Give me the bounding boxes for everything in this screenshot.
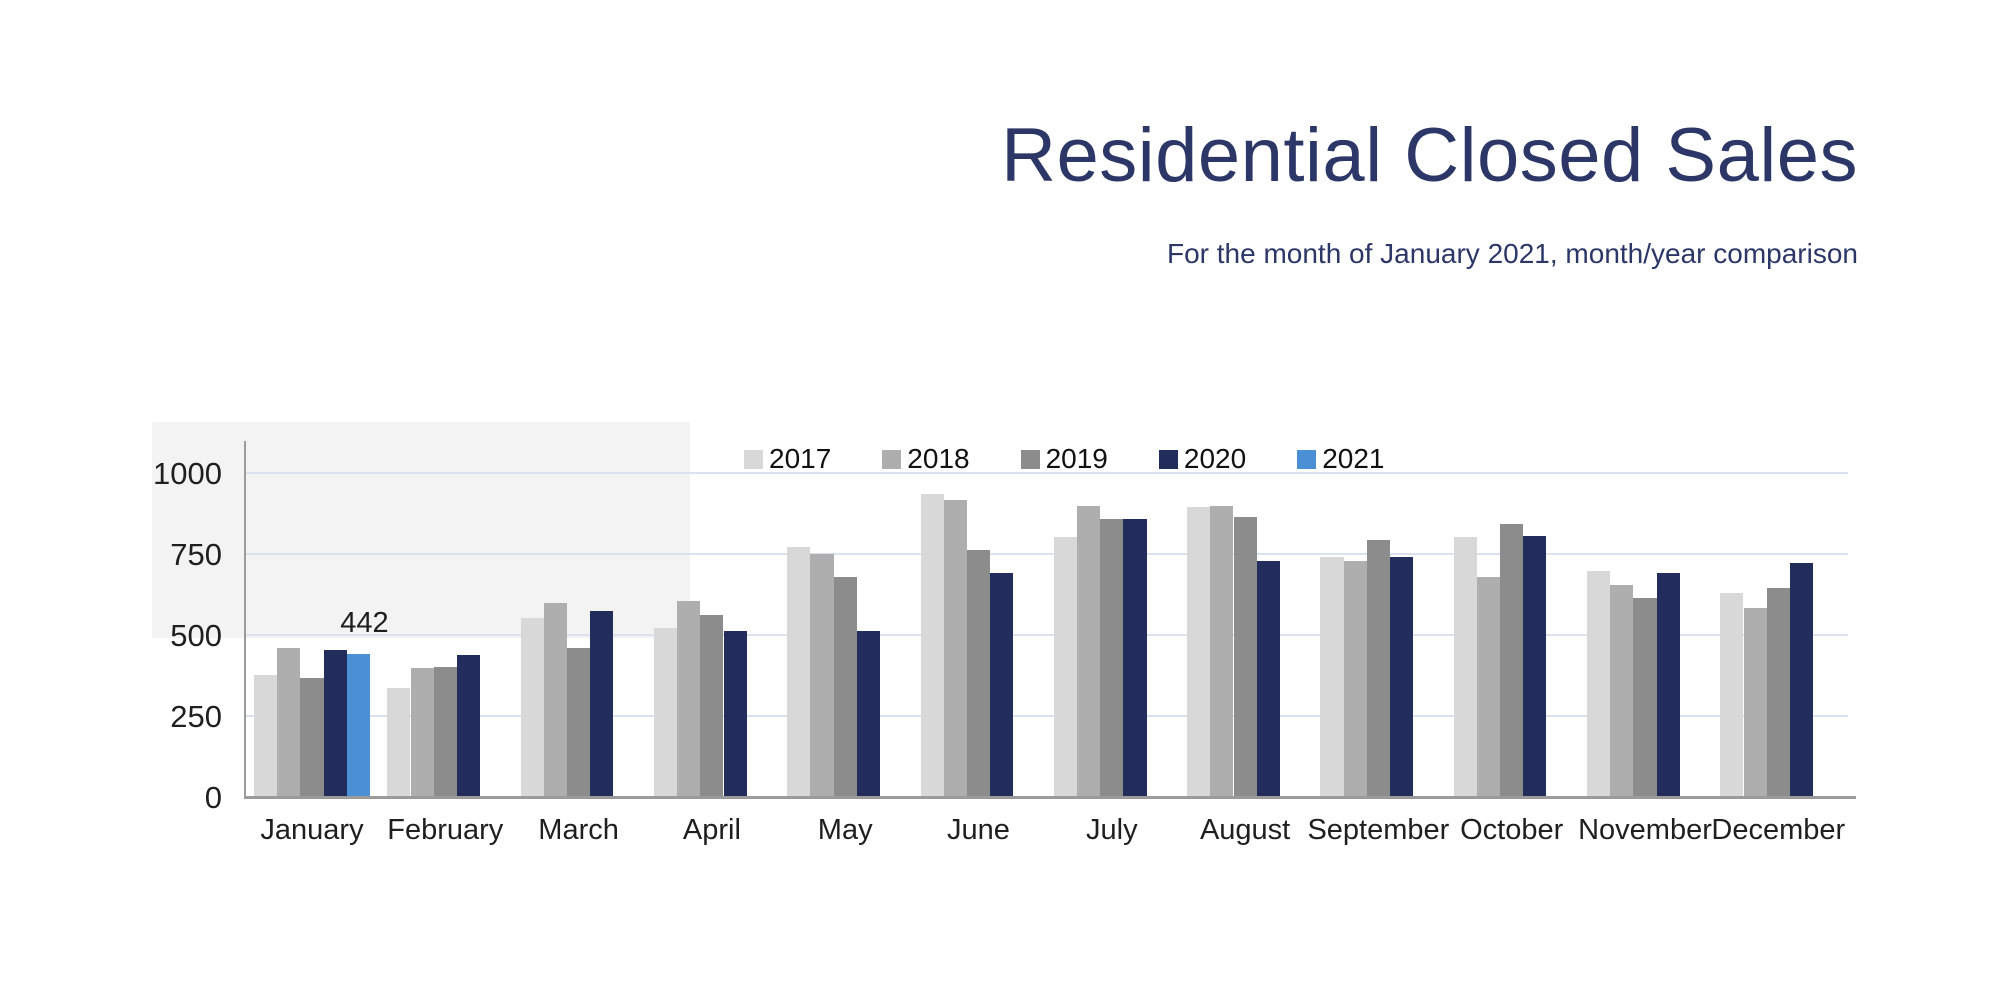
y-tick-1000: 1000 — [153, 455, 222, 491]
bar-2019-may — [833, 577, 857, 797]
x-tick-may: May — [817, 814, 873, 846]
x-tick-january: January — [260, 814, 364, 846]
bar-2019-september — [1366, 540, 1390, 797]
y-tick-250: 250 — [170, 698, 222, 734]
legend-item-2021: 2021 — [1297, 445, 1384, 473]
bar-2020-november — [1656, 572, 1680, 797]
bar-2017-august — [1187, 506, 1211, 797]
bar-2017-april — [653, 628, 678, 797]
legend-label-2018: 2018 — [907, 443, 970, 474]
bar-2019-december — [1766, 587, 1790, 797]
bar-2017-february — [387, 688, 411, 797]
bar-2020-august — [1256, 560, 1280, 797]
bar-2017-march — [520, 617, 544, 797]
legend-swatch-2019 — [1020, 449, 1040, 469]
gridline-1000 — [244, 471, 1848, 474]
bar-2020-october — [1523, 535, 1547, 797]
legend-item-2020: 2020 — [1158, 443, 1247, 474]
bar-2017-may — [787, 547, 811, 797]
legend-item-2018: 2018 — [882, 443, 970, 474]
bar-2018-may — [810, 554, 834, 797]
legend-label-2017: 2017 — [769, 443, 832, 474]
x-axis-line — [244, 796, 1856, 799]
x-tick-february: February — [387, 814, 504, 846]
x-tick-august: August — [1199, 814, 1291, 846]
legend-item-2019: 2019 — [1020, 443, 1108, 474]
x-tick-april: April — [682, 814, 741, 846]
data-label-442: 442 — [340, 606, 389, 639]
bar-2018-august — [1210, 506, 1234, 797]
bar-2018-march — [543, 603, 567, 797]
x-tick-june: June — [947, 814, 1010, 846]
bar-2019-april — [700, 614, 724, 797]
bar-2018-december — [1743, 607, 1767, 797]
bar-2017-january — [254, 675, 278, 797]
bar-2021-january — [346, 653, 370, 797]
bar-2018-april — [677, 600, 701, 797]
bar-2020-may — [856, 630, 880, 797]
bar-2017-october — [1453, 536, 1477, 797]
bar-2019-november — [1633, 597, 1657, 797]
x-tick-october: October — [1460, 814, 1564, 846]
bar-2018-january — [277, 647, 301, 797]
page-title: Residential Closed Sales — [1001, 113, 1858, 198]
y-tick-750: 750 — [170, 536, 222, 572]
bar-2020-april — [723, 630, 747, 797]
bar-2018-november — [1610, 584, 1634, 797]
bar-2018-october — [1476, 577, 1501, 797]
gridline-750 — [244, 552, 1848, 555]
bar-2019-june — [966, 549, 991, 797]
chart-legend: 2017 2018 2019 2020 2021 — [744, 445, 1384, 473]
bar-2019-july — [1100, 519, 1124, 797]
bar-2020-february — [456, 654, 481, 797]
x-tick-march: March — [538, 814, 619, 846]
x-tick-november: November — [1578, 814, 1712, 846]
bar-2017-june — [920, 493, 944, 797]
bar-2017-december — [1720, 593, 1744, 797]
background-panel — [152, 422, 690, 638]
bar-2019-august — [1233, 516, 1257, 797]
bar-2018-july — [1077, 506, 1101, 797]
legend-swatch-2021 — [1297, 449, 1317, 469]
bar-2017-july — [1053, 536, 1077, 797]
legend-label-2021: 2021 — [1322, 443, 1385, 474]
bar-2020-july — [1123, 519, 1147, 797]
bar-2019-october — [1500, 523, 1524, 797]
bar-2018-june — [943, 500, 967, 797]
bar-2018-february — [410, 667, 434, 797]
bar-2019-february — [433, 667, 457, 797]
bar-2018-september — [1343, 561, 1367, 797]
bar-2020-december — [1789, 562, 1814, 797]
gridline-500 — [244, 633, 1848, 636]
y-axis-line — [244, 441, 246, 798]
x-tick-december: December — [1711, 814, 1846, 846]
legend-swatch-2017 — [744, 449, 763, 469]
bar-2020-january — [323, 650, 347, 797]
legend-label-2019: 2019 — [1045, 443, 1108, 474]
bar-2020-june — [990, 573, 1014, 797]
bar-2019-january — [300, 677, 324, 797]
bar-2017-september — [1320, 557, 1344, 797]
y-tick-0: 0 — [204, 780, 222, 815]
legend-swatch-2020 — [1158, 449, 1178, 469]
legend-item-2017: 2017 — [744, 445, 831, 473]
bar-2020-march — [590, 611, 614, 797]
page-subtitle: For the month of January 2021, month/yea… — [1166, 238, 1858, 269]
x-tick-september: September — [1307, 814, 1450, 846]
bar-2017-november — [1587, 570, 1611, 797]
legend-swatch-2018 — [882, 449, 902, 469]
gridline-250 — [244, 714, 1848, 717]
bar-2020-september — [1390, 556, 1414, 797]
bar-2019-march — [567, 647, 591, 797]
legend-label-2020: 2020 — [1183, 443, 1247, 474]
y-tick-500: 500 — [170, 617, 222, 653]
x-tick-july: July — [1086, 814, 1138, 846]
